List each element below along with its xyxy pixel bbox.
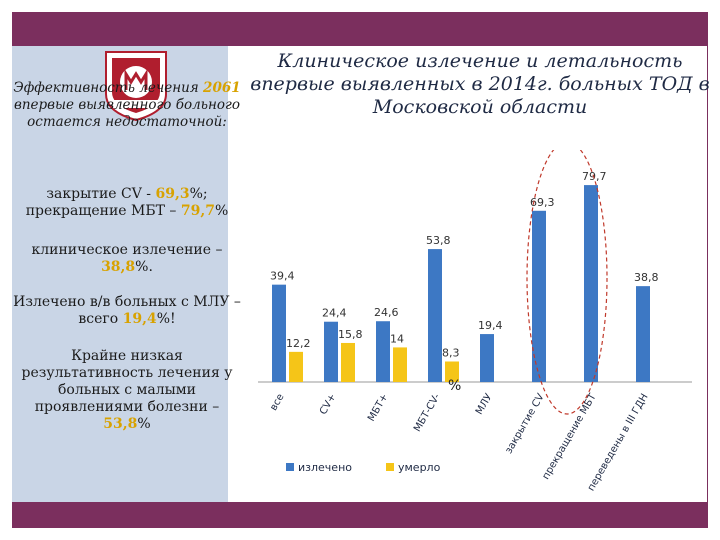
unit-label: % <box>448 378 461 394</box>
category-tick-label: CV+ <box>318 392 339 417</box>
data-label-cured: 39,4 <box>270 270 295 283</box>
category-tick-label: МБТ-CV- <box>412 392 443 434</box>
legend-label-died: умерло <box>398 461 441 474</box>
bar-cured <box>480 334 494 382</box>
highlight-ellipse <box>526 150 608 415</box>
bar-cured <box>376 321 390 382</box>
slide-title: Клиническое излечение и летальность впер… <box>250 50 710 118</box>
bar-cured <box>272 284 286 382</box>
bar-cured <box>532 210 546 382</box>
bar-died <box>341 342 355 382</box>
legend-swatch-died <box>386 463 394 471</box>
university-crest-icon <box>105 51 167 122</box>
data-label-cured: 53,8 <box>426 234 451 247</box>
bar-cured <box>584 185 598 382</box>
legend-swatch-cured <box>286 463 294 471</box>
category-tick-label: МБТ+ <box>366 392 391 423</box>
data-label-cured: 19,4 <box>478 319 503 332</box>
sidebar-paragraph-mdr: Излечено в/в больных с МЛУ – всего 19,4%… <box>13 294 241 327</box>
data-label-cured: 69,3 <box>530 196 555 209</box>
data-label-died: 8,3 <box>442 346 460 359</box>
bar-cured <box>428 249 442 382</box>
sidebar-paragraph-low-result: Крайне низкая результативность лечения у… <box>21 348 233 432</box>
sidebar-paragraph-cv-mbt: закрытие CV - 69,3%; прекращение МБТ – 79… <box>25 186 229 219</box>
category-tick-label: прекращение МБТ <box>541 391 600 481</box>
data-label-died: 15,8 <box>338 328 363 341</box>
category-tick-label: переведены в III ГДН <box>586 392 651 493</box>
data-label-cured: 24,6 <box>374 306 399 319</box>
category-tick-label: закрытие CV <box>503 392 546 456</box>
data-label-cured: 38,8 <box>634 271 659 284</box>
category-tick-label: все <box>268 392 286 413</box>
bar-died <box>393 347 407 382</box>
sidebar-paragraph-cure: клиническое излечение –38,8%. <box>31 242 223 275</box>
bar-chart: 39,4 12,2 все 24,4 15,8 CV+ 24,6 14 МБТ+ 53,8 8,3 М… <box>258 150 692 493</box>
top-bar <box>12 12 708 46</box>
sidebar: Эффективность лечения 2061 впервые выявл… <box>12 46 241 502</box>
data-label-died: 14 <box>390 332 404 345</box>
legend-label-cured: излечено <box>298 461 352 474</box>
bar-cured <box>324 321 338 382</box>
category-tick-label: МЛУ <box>474 392 495 417</box>
data-label-cured: 24,4 <box>322 307 347 320</box>
sidebar-heading: Эффективность лечения 2061 впервые выявл… <box>13 80 241 130</box>
right-border <box>707 12 708 528</box>
data-label-died: 12,2 <box>286 337 311 350</box>
bar-died <box>445 361 459 382</box>
bottom-bar <box>12 502 708 528</box>
bar-died <box>289 351 303 382</box>
bar-cured <box>636 286 650 382</box>
